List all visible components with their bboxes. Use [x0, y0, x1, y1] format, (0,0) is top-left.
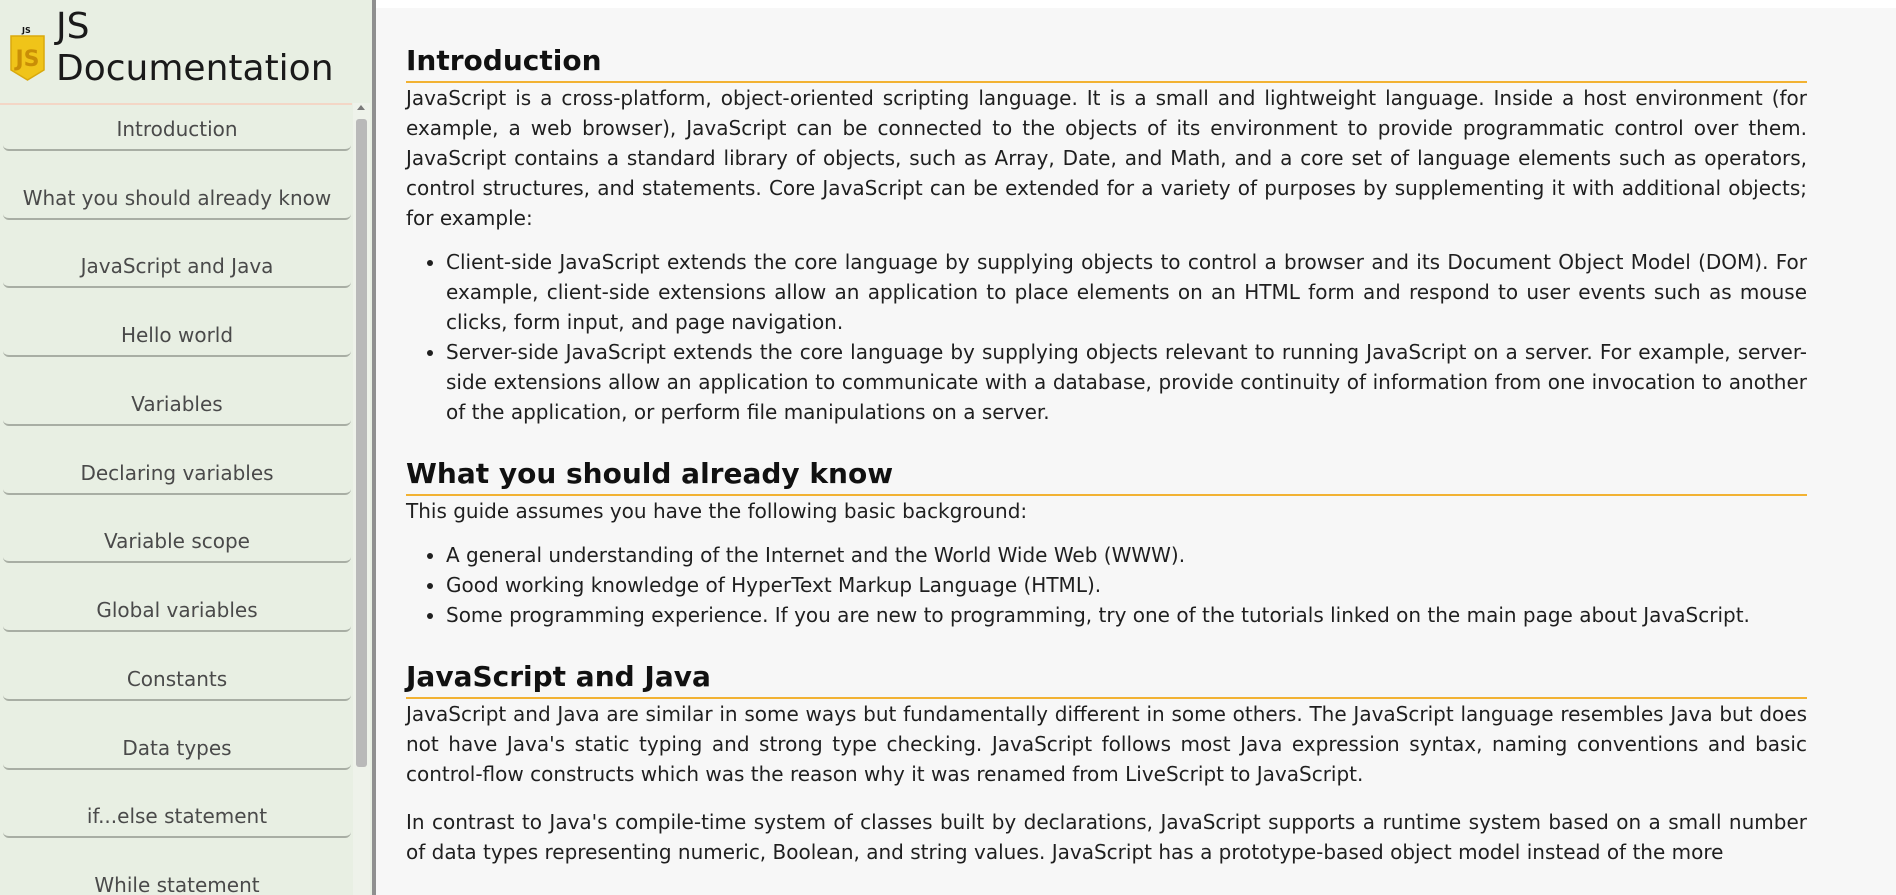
bullet-list: A general understanding of the Internet … — [406, 540, 1807, 630]
sidebar-title: JS Documentation — [56, 6, 334, 90]
section-paragraph: This guide assumes you have the followin… — [406, 499, 1028, 523]
section-paragraph: JavaScript is a cross-platform, object-o… — [406, 86, 1807, 230]
nav-item-introduction[interactable]: Introduction — [3, 109, 351, 151]
list-item: Client-side JavaScript extends the core … — [446, 247, 1807, 337]
nav-item-data-types[interactable]: Data types — [3, 728, 351, 770]
sidebar-header: JS JS JS Documentation — [0, 0, 352, 105]
logo-text: JS — [22, 26, 31, 35]
list-item: Good working knowledge of HyperText Mark… — [446, 570, 1807, 600]
nav-item-what-you-should-already-know[interactable]: What you should already know — [3, 178, 351, 220]
nav-item-if-else-statement[interactable]: if...else statement — [3, 796, 351, 838]
scroll-up-arrow-icon[interactable] — [357, 105, 365, 110]
nav-item-declaring-variables[interactable]: Declaring variables — [3, 453, 351, 495]
main-content: Introduction JavaScript is a cross-platf… — [376, 8, 1896, 895]
nav-item-global-variables[interactable]: Global variables — [3, 590, 351, 632]
nav-item-while-statement[interactable]: While statement — [3, 865, 351, 895]
svg-text:JS: JS — [13, 47, 39, 72]
sidebar-title-line2: Documentation — [56, 48, 334, 89]
section-javascript-and-java: JavaScript and Java JavaScript and Java … — [406, 660, 1807, 867]
section-paragraph: JavaScript and Java are similar in some … — [406, 702, 1807, 786]
list-item: A general understanding of the Internet … — [446, 540, 1807, 570]
sidebar-scrollbar[interactable] — [353, 103, 370, 895]
section-introduction: Introduction JavaScript is a cross-platf… — [406, 44, 1807, 427]
js-logo-icon: JS — [10, 35, 45, 81]
sidebar-divider — [372, 0, 376, 895]
nav-item-variables[interactable]: Variables — [3, 384, 351, 426]
nav-item-variable-scope[interactable]: Variable scope — [3, 521, 351, 563]
content-column: Introduction JavaScript is a cross-platf… — [406, 44, 1807, 867]
list-item: Some programming experience. If you are … — [446, 600, 1807, 630]
nav-item-constants[interactable]: Constants — [3, 659, 351, 701]
sidebar-title-line1: JS — [56, 6, 90, 47]
nav-item-javascript-and-java[interactable]: JavaScript and Java — [3, 246, 351, 288]
section-title: Introduction — [406, 44, 1807, 83]
section-title: What you should already know — [406, 457, 1807, 496]
section-paragraph: In contrast to Java's compile-time syste… — [406, 810, 1807, 864]
sidebar: JS JS JS Documentation Introduction What… — [0, 0, 372, 895]
list-item: Server-side JavaScript extends the core … — [446, 337, 1807, 427]
scrollbar-thumb[interactable] — [356, 119, 367, 767]
bullet-list: Client-side JavaScript extends the core … — [406, 247, 1807, 427]
section-what-you-should-already-know: What you should already know This guide … — [406, 457, 1807, 630]
section-title: JavaScript and Java — [406, 660, 1807, 699]
nav-item-hello-world[interactable]: Hello world — [3, 315, 351, 357]
